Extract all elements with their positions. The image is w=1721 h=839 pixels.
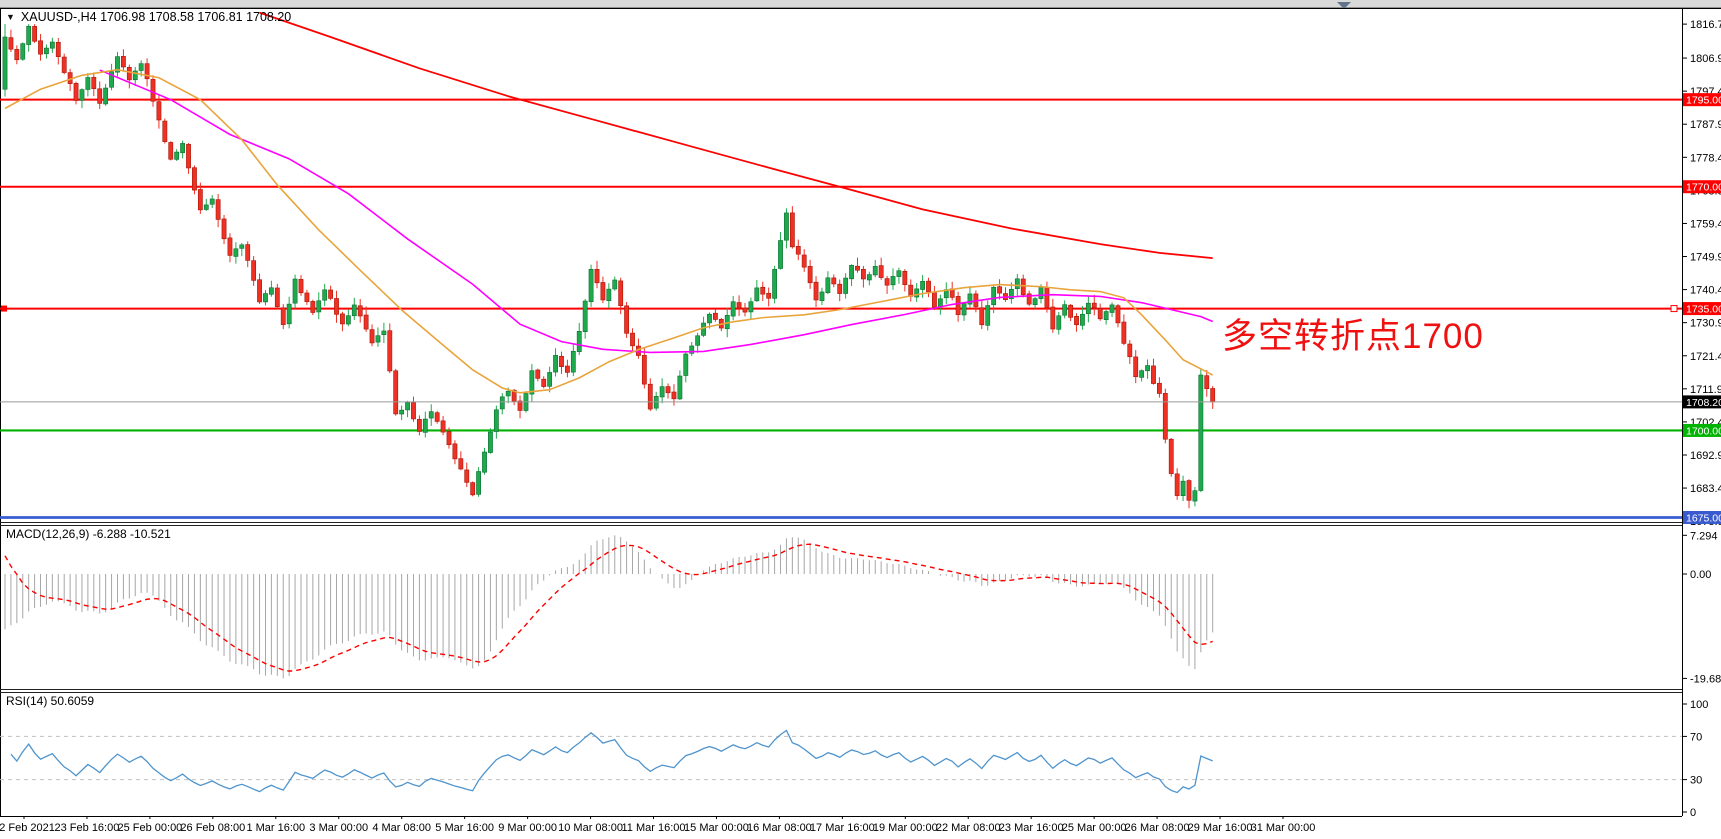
hline-right-handle[interactable] bbox=[1670, 305, 1678, 313]
price-label-1675.00: 1675.00 bbox=[1683, 510, 1721, 524]
svg-text:31 Mar 00:00: 31 Mar 00:00 bbox=[1251, 822, 1316, 834]
hline-left-handle[interactable] bbox=[1, 305, 7, 312]
svg-text:70: 70 bbox=[1690, 731, 1702, 743]
svg-text:1700.00: 1700.00 bbox=[1686, 425, 1721, 437]
svg-text:7.294: 7.294 bbox=[1690, 530, 1718, 542]
svg-text:29 Mar 16:00: 29 Mar 16:00 bbox=[1188, 822, 1253, 834]
svg-text:1795.00: 1795.00 bbox=[1686, 95, 1721, 107]
svg-text:25 Feb 00:00: 25 Feb 00:00 bbox=[117, 822, 182, 834]
svg-text:23 Mar 16:00: 23 Mar 16:00 bbox=[999, 822, 1064, 834]
svg-text:1675.00: 1675.00 bbox=[1686, 512, 1721, 524]
svg-text:1806.95: 1806.95 bbox=[1690, 53, 1721, 65]
price-label-1735.00: 1735.00 bbox=[1683, 302, 1721, 316]
symbol-ohlc-label: XAUUSD-,H4 1706.98 1708.58 1706.81 1708.… bbox=[20, 10, 292, 24]
ma-medium-magenta bbox=[99, 69, 1213, 354]
rsi-line bbox=[10, 729, 1213, 794]
svg-text:1708.20: 1708.20 bbox=[1686, 397, 1721, 409]
svg-text:1730.95: 1730.95 bbox=[1690, 318, 1721, 330]
ma-slow-red bbox=[259, 11, 1213, 259]
svg-text:1787.95: 1787.95 bbox=[1690, 119, 1721, 131]
ma-fast-orange bbox=[4, 68, 1214, 394]
top-scrollbar[interactable] bbox=[0, 0, 1721, 7]
svg-text:23 Feb 16:00: 23 Feb 16:00 bbox=[55, 822, 120, 834]
rsi-indicator-label: RSI(14) 50.6059 bbox=[6, 694, 95, 708]
svg-text:1735.00: 1735.00 bbox=[1686, 304, 1721, 316]
svg-text:1692.95: 1692.95 bbox=[1690, 450, 1721, 462]
svg-text:26 Mar 08:00: 26 Mar 08:00 bbox=[1125, 822, 1190, 834]
svg-text:15 Mar 00:00: 15 Mar 00:00 bbox=[684, 822, 749, 834]
svg-text:1759.45: 1759.45 bbox=[1690, 218, 1721, 230]
svg-text:26 Feb 08:00: 26 Feb 08:00 bbox=[180, 822, 245, 834]
rsi-axis: 100 70 30 0 bbox=[1682, 699, 1708, 819]
svg-text:0: 0 bbox=[1690, 807, 1696, 819]
svg-text:17 Mar 16:00: 17 Mar 16:00 bbox=[810, 822, 875, 834]
svg-text:4 Mar 08:00: 4 Mar 08:00 bbox=[372, 822, 431, 834]
svg-text:22 Feb 2021: 22 Feb 2021 bbox=[0, 822, 55, 834]
symbol-dropdown-icon[interactable]: ▼ bbox=[6, 11, 15, 22]
svg-text:1778.45: 1778.45 bbox=[1690, 152, 1721, 164]
svg-text:-19.689: -19.689 bbox=[1690, 673, 1721, 685]
price-label-1700.00: 1700.00 bbox=[1683, 423, 1721, 437]
svg-text:1721.45: 1721.45 bbox=[1690, 351, 1721, 363]
svg-text:1740.45: 1740.45 bbox=[1690, 285, 1721, 297]
svg-text:9 Mar 00:00: 9 Mar 00:00 bbox=[498, 822, 557, 834]
svg-text:19 Mar 00:00: 19 Mar 00:00 bbox=[873, 822, 938, 834]
price-label-1708.20: 1708.20 bbox=[1683, 395, 1721, 409]
svg-text:1 Mar 16:00: 1 Mar 16:00 bbox=[246, 822, 305, 834]
svg-text:22 Mar 08:00: 22 Mar 08:00 bbox=[936, 822, 1001, 834]
annotation-text[interactable]: 多空转折点1700 bbox=[1222, 317, 1484, 356]
svg-text:30: 30 bbox=[1690, 775, 1702, 787]
svg-text:1770.00: 1770.00 bbox=[1686, 182, 1721, 194]
macd-indicator-label: MACD(12,26,9) -6.288 -10.521 bbox=[6, 527, 171, 541]
svg-text:16 Mar 08:00: 16 Mar 08:00 bbox=[747, 822, 812, 834]
svg-text:10 Mar 08:00: 10 Mar 08:00 bbox=[558, 822, 623, 834]
svg-text:1749.95: 1749.95 bbox=[1690, 252, 1721, 264]
candles bbox=[2, 24, 1216, 509]
svg-text:3 Mar 00:00: 3 Mar 00:00 bbox=[309, 822, 368, 834]
svg-text:5 Mar 16:00: 5 Mar 16:00 bbox=[435, 822, 494, 834]
macd-signal-line bbox=[4, 543, 1213, 672]
svg-text:1683.45: 1683.45 bbox=[1690, 483, 1721, 495]
svg-text:100: 100 bbox=[1690, 699, 1708, 711]
scroll-position-icon[interactable] bbox=[1337, 2, 1351, 9]
svg-text:1711.95: 1711.95 bbox=[1690, 384, 1721, 396]
svg-text:25 Mar 00:00: 25 Mar 00:00 bbox=[1062, 822, 1127, 834]
chart-header: ▼ XAUUSD-,H4 1706.98 1708.58 1706.81 170… bbox=[6, 10, 291, 24]
svg-text:1816.70: 1816.70 bbox=[1690, 19, 1721, 31]
macd-panel: 7.294 0.00 -19.689 bbox=[4, 530, 1721, 685]
svg-text:11 Mar 16:00: 11 Mar 16:00 bbox=[621, 822, 685, 834]
price-label-1795.00: 1795.00 bbox=[1683, 93, 1721, 107]
svg-text:0.00: 0.00 bbox=[1690, 569, 1711, 581]
price-label-1770.00: 1770.00 bbox=[1683, 180, 1721, 194]
